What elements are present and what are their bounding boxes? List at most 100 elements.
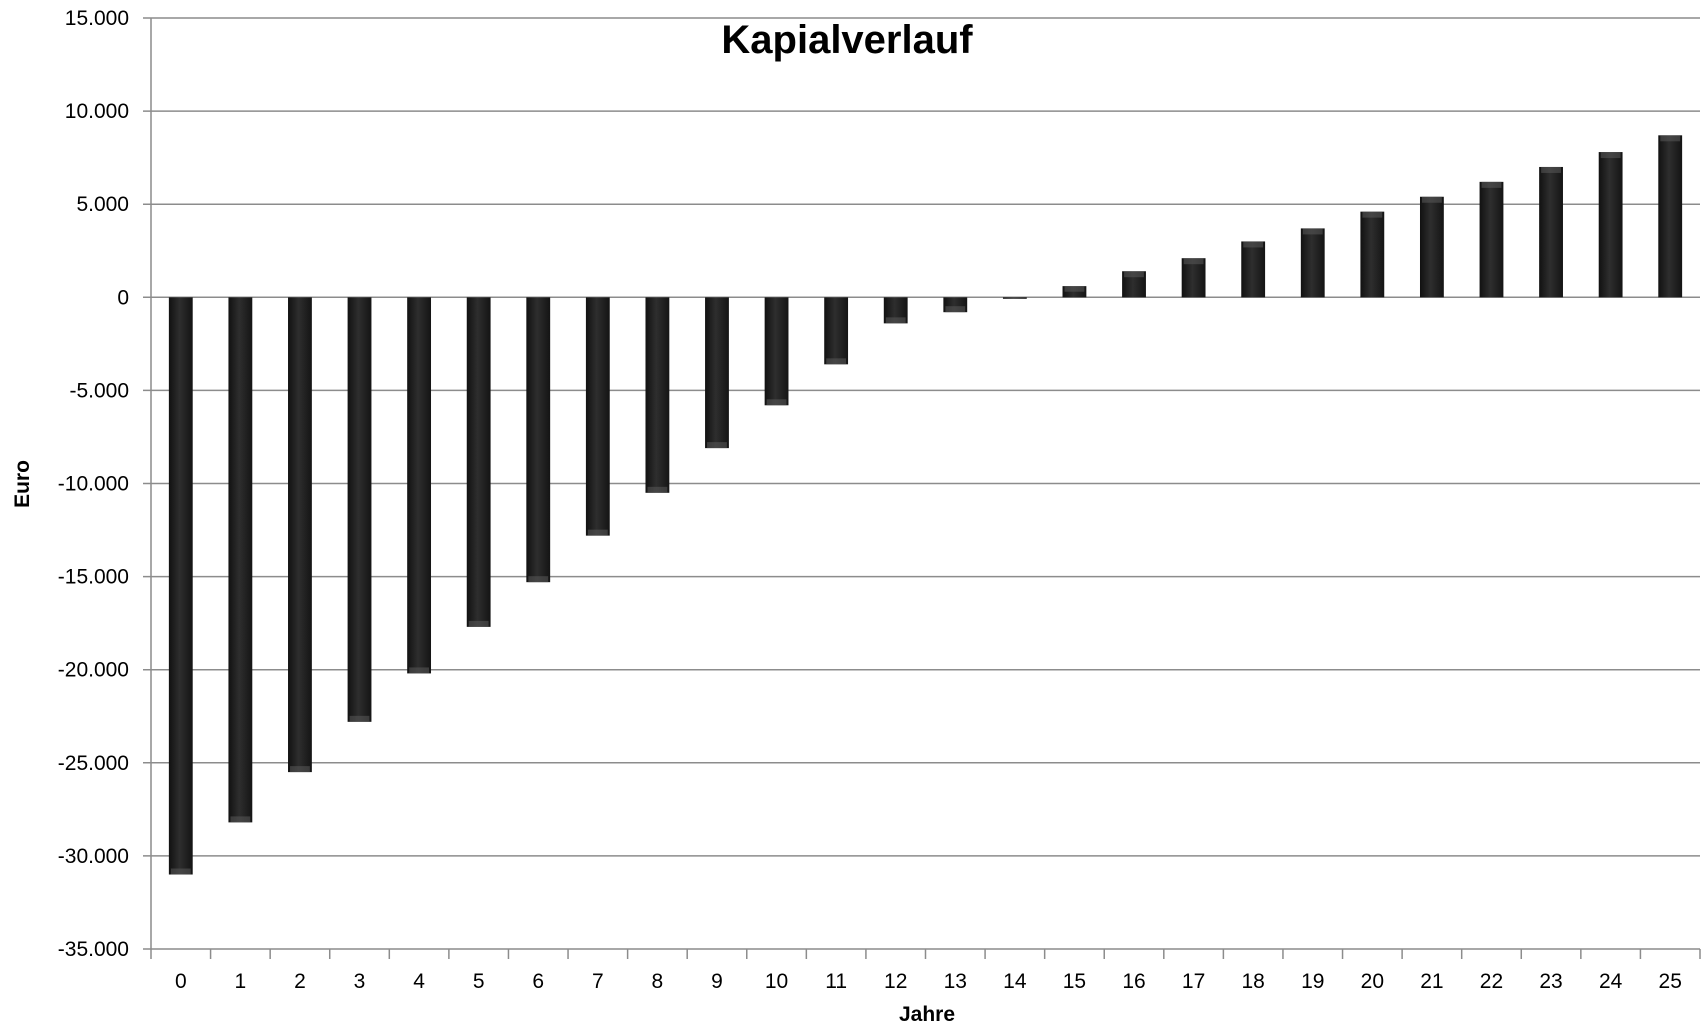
y-tick-label: 15.000	[65, 7, 129, 30]
y-tick-label: -25.000	[58, 752, 129, 775]
x-tick-label: 25	[1659, 970, 1682, 993]
bar	[883, 297, 908, 324]
bar-bevel	[1362, 211, 1383, 218]
y-tick-label: -10.000	[58, 473, 129, 496]
bar	[526, 297, 551, 583]
bar	[1062, 286, 1087, 298]
x-tick-label: 17	[1182, 970, 1205, 993]
x-axis-title: Jahre	[899, 1003, 955, 1026]
bar-body	[407, 297, 432, 674]
bar-body	[645, 297, 670, 493]
bar	[1122, 271, 1146, 298]
bar	[1539, 166, 1563, 298]
bar	[168, 297, 193, 875]
x-tick-label: 9	[711, 970, 723, 993]
bar-body	[1479, 181, 1504, 298]
bar-bevel	[528, 576, 549, 583]
x-tick-label: 6	[532, 970, 544, 993]
chart-title: Kapialverlauf	[721, 18, 973, 62]
bar-bevel	[468, 620, 489, 627]
bar	[1181, 258, 1206, 298]
x-tick-label: 4	[413, 970, 425, 993]
x-tick-label: 7	[592, 970, 604, 993]
bar-body	[883, 297, 908, 324]
x-tick-label: 21	[1420, 970, 1443, 993]
x-tick-label: 0	[175, 970, 187, 993]
bar	[1479, 181, 1504, 298]
x-tick-label: 3	[354, 970, 366, 993]
y-tick-label: -15.000	[58, 566, 129, 589]
y-tick-label: -20.000	[58, 659, 129, 682]
bar-bevel	[826, 358, 847, 365]
bar-body	[526, 297, 551, 583]
bar	[1360, 211, 1385, 298]
bar-bevel	[1302, 228, 1323, 235]
x-tick-label: 1	[235, 970, 247, 993]
bar	[466, 297, 491, 627]
bar-body	[347, 297, 372, 722]
bar	[764, 297, 789, 406]
bar-bevel	[885, 317, 906, 324]
bar	[1002, 297, 1027, 299]
bar-body	[466, 297, 491, 627]
bars	[168, 135, 1683, 875]
bar	[585, 297, 610, 536]
grid-lines	[143, 17, 1700, 950]
bar-bevel	[1064, 286, 1085, 292]
x-tick-label: 5	[473, 970, 485, 993]
bar	[824, 297, 849, 365]
bar-body	[1122, 271, 1146, 298]
x-tick-labels: 0 1 2 3 4 5 6 7 8 9 10 11 12 13 14 15 16 17 18 19 20 21 22 23 24…	[175, 970, 1682, 993]
bar-bevel	[1481, 181, 1502, 188]
bar-body	[168, 297, 193, 875]
bar-body	[585, 297, 610, 536]
bar-body	[1360, 211, 1385, 298]
bar	[228, 297, 253, 823]
x-tick-label: 15	[1063, 970, 1086, 993]
bar-body	[1539, 166, 1563, 298]
bar-bevel	[170, 868, 191, 875]
bar-bevel	[647, 486, 668, 493]
x-tick-label: 20	[1361, 970, 1384, 993]
bar-bevel	[290, 766, 310, 773]
bar-body	[228, 297, 253, 823]
y-tick-labels: 15.000 10.000 5.000 0 -5.000 -10.000 -15.000 -2…	[58, 7, 129, 961]
bar-bevel	[409, 667, 430, 674]
bar-bevel	[1183, 258, 1204, 265]
y-axis-title: Euro	[11, 460, 34, 508]
bar-body	[824, 297, 849, 365]
bar-body	[1419, 196, 1444, 298]
x-tick-label: 18	[1241, 970, 1264, 993]
bar	[407, 297, 432, 674]
y-tick-label: -30.000	[58, 845, 129, 868]
x-tick-label: 16	[1122, 970, 1145, 993]
x-tick-label: 11	[825, 970, 847, 993]
bar-bevel	[945, 306, 966, 313]
bar-body	[1598, 152, 1623, 298]
bar	[288, 297, 312, 773]
y-tick-label: -5.000	[69, 379, 129, 402]
bar	[1598, 152, 1623, 298]
y-tick-label: -35.000	[58, 938, 129, 961]
bar-body	[1241, 241, 1266, 298]
x-tick-label: 2	[294, 970, 306, 993]
y-tick-label: 0	[117, 286, 129, 309]
x-tick-label: 8	[652, 970, 664, 993]
bar	[1419, 196, 1444, 298]
bar-bevel	[587, 529, 608, 536]
bar-bevel	[1600, 152, 1621, 159]
bar	[705, 297, 729, 449]
x-tick-label: 12	[884, 970, 907, 993]
bar	[1658, 135, 1683, 298]
y-tick-label: 5.000	[76, 193, 129, 216]
bar-bevel	[1421, 196, 1442, 203]
x-tick-label: 10	[765, 970, 788, 993]
bar	[1241, 241, 1266, 298]
bar	[645, 297, 670, 493]
bar-bevel	[766, 399, 787, 406]
bar-bevel	[1124, 271, 1144, 278]
bar-body	[1300, 228, 1325, 298]
x-tick-label: 19	[1301, 970, 1324, 993]
